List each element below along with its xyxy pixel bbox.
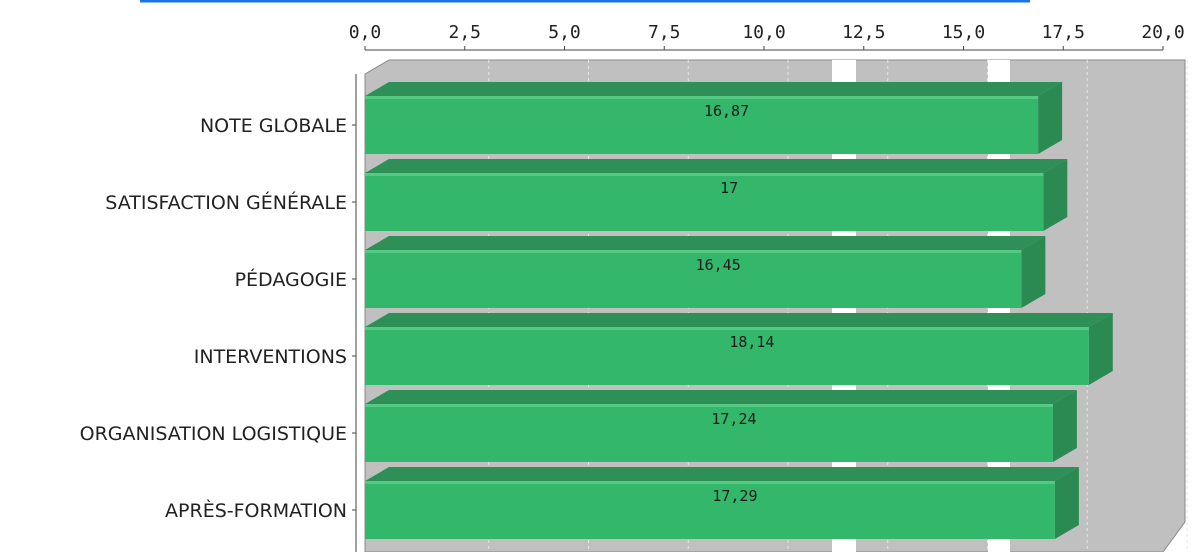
x-tick-label: 5,0 bbox=[548, 22, 581, 43]
x-tick-label: 15,0 bbox=[942, 22, 985, 43]
bar-highlight bbox=[365, 173, 1044, 176]
data-label: 17,24 bbox=[711, 410, 756, 428]
bar-top bbox=[365, 159, 1068, 173]
bar-front bbox=[365, 404, 1053, 462]
bar-side bbox=[1052, 390, 1077, 462]
y-axis: NOTE GLOBALE SATISFACTION GÉNÉRALE PÉDAGOG… bbox=[80, 74, 357, 552]
bar-side bbox=[1054, 467, 1079, 539]
category-label: APRÈS-FORMATION bbox=[165, 499, 347, 522]
category-label: ORGANISATION LOGISTIQUE bbox=[80, 423, 347, 445]
bar-side bbox=[1038, 82, 1063, 154]
bar-top bbox=[365, 82, 1063, 96]
bar: 17,24 bbox=[365, 390, 1077, 462]
bar-front bbox=[365, 96, 1039, 154]
bar-top bbox=[365, 313, 1113, 327]
bar-side bbox=[1021, 236, 1046, 308]
bar: 17,29 bbox=[365, 467, 1079, 539]
bar-highlight bbox=[365, 250, 1022, 253]
data-label: 16,45 bbox=[696, 256, 741, 274]
bars: 16,87 17 16,45 18,14 17,24 17,29 bbox=[365, 82, 1113, 539]
category-label: INTERVENTIONS bbox=[194, 346, 347, 368]
x-tick-label: 0,0 bbox=[349, 22, 382, 43]
category-label: NOTE GLOBALE bbox=[200, 115, 347, 137]
bar-highlight bbox=[365, 481, 1055, 484]
data-label: 16,87 bbox=[704, 102, 749, 120]
bar-front bbox=[365, 173, 1044, 231]
category-label: SATISFACTION GÉNÉRALE bbox=[105, 191, 347, 214]
category-label: PÉDAGOGIE bbox=[235, 268, 347, 291]
bar: 16,87 bbox=[365, 82, 1063, 154]
x-tick-label: 12,5 bbox=[842, 22, 885, 43]
bar-side bbox=[1043, 159, 1068, 231]
x-tick-label: 2,5 bbox=[448, 22, 481, 43]
bar-highlight bbox=[365, 404, 1053, 407]
bar-front bbox=[365, 250, 1022, 308]
data-label: 17,29 bbox=[712, 487, 757, 505]
bar-side bbox=[1088, 313, 1113, 385]
bar-highlight bbox=[365, 96, 1039, 99]
data-label: 17 bbox=[720, 179, 738, 197]
bar-top bbox=[365, 467, 1079, 481]
bar: 18,14 bbox=[365, 313, 1113, 385]
x-tick-label: 20,0 bbox=[1141, 22, 1184, 43]
bar-top bbox=[365, 236, 1046, 250]
x-tick-label: 7,5 bbox=[648, 22, 681, 43]
x-tick-label: 10,0 bbox=[742, 22, 785, 43]
bar-top bbox=[365, 390, 1077, 404]
bar-highlight bbox=[365, 327, 1089, 330]
x-axis: 0,0 2,5 5,0 7,5 10,0 12,5 15,0 17,5 20,0 bbox=[349, 22, 1185, 51]
bar-front bbox=[365, 481, 1055, 539]
bar: 16,45 bbox=[365, 236, 1046, 308]
data-label: 18,14 bbox=[729, 333, 774, 351]
x-tick-label: 17,5 bbox=[1042, 22, 1085, 43]
bar-front bbox=[365, 327, 1089, 385]
bar: 17 bbox=[365, 159, 1068, 231]
